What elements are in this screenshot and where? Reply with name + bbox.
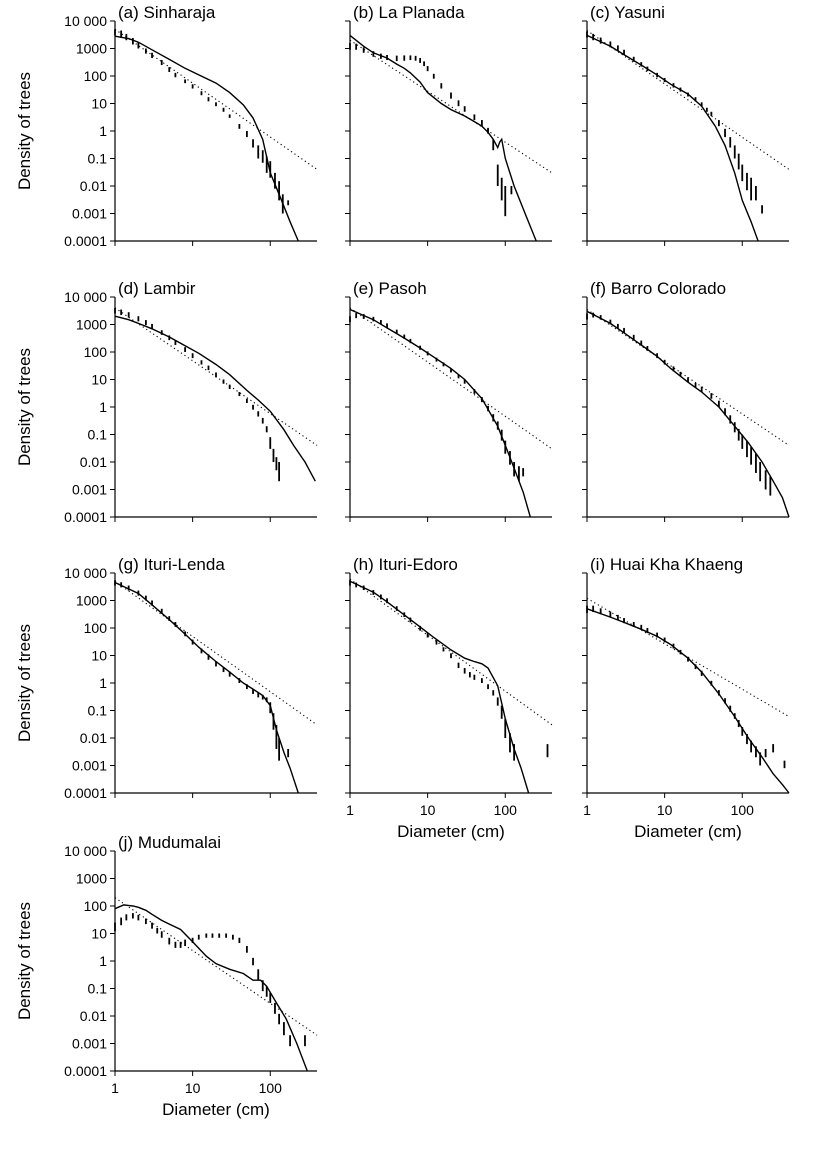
- chart-panel-j: 0.0001 0.001 0.01 0.1 1 10 100 1000 10 000 Densit…: [15, 833, 318, 1119]
- y-tick-label: 0.1: [88, 981, 108, 997]
- y-tick-label: 0.0001: [64, 233, 107, 249]
- y-tick-label: 0.01: [80, 178, 107, 194]
- y-tick-label: 1: [99, 123, 107, 139]
- chart-panel-c: (c) Yasuni: [582, 3, 790, 246]
- panel-title: (j) Mudumalai: [118, 833, 221, 852]
- y-tick-label: 100: [84, 344, 108, 360]
- power-law-fit-line: [114, 580, 318, 726]
- model-fit-line: [349, 308, 531, 518]
- power-law-fit-line: [114, 28, 318, 170]
- y-tick-label: 0.1: [88, 703, 108, 719]
- y-tick-label: 0.1: [88, 427, 108, 443]
- y-tick-label: 1: [99, 675, 107, 691]
- y-tick-label: 1000: [76, 593, 107, 609]
- panel-title: (i) Huai Kha Khaeng: [590, 555, 743, 574]
- panel-title: (e) Pasoh: [353, 279, 427, 298]
- power-law-fit-line: [349, 39, 553, 174]
- x-tick-label: 1: [583, 802, 591, 818]
- chart-panel-b: (b) La Planada: [345, 3, 553, 246]
- y-tick-label: 1: [99, 399, 107, 415]
- panel-title: (h) Ituri-Edoro: [353, 555, 458, 574]
- chart-panel-e: (e) Pasoh: [345, 279, 553, 522]
- y-axis-title: Density of trees: [15, 348, 34, 466]
- panel-title: (d) Lambir: [118, 279, 196, 298]
- panel-title: (g) Ituri-Lenda: [118, 555, 225, 574]
- model-fit-line: [114, 904, 308, 1072]
- x-tick-label: 1: [111, 1080, 119, 1096]
- chart-panel-d: 0.0001 0.001 0.01 0.1 1 10 100 1000 10 000 Densit…: [15, 279, 318, 525]
- x-axis-title: Diameter (cm): [397, 822, 505, 841]
- y-tick-label: 1000: [76, 871, 107, 887]
- x-tick-label: 100: [494, 802, 518, 818]
- chart-panel-i: 1 10 100 Diameter (cm) (i) Huai Kha Khaeng: [582, 555, 790, 841]
- y-tick-label: 10 000: [64, 843, 107, 859]
- y-axis-title: Density of trees: [15, 72, 34, 190]
- x-tick-label: 10: [185, 1080, 201, 1096]
- y-tick-label: 0.0001: [64, 785, 107, 801]
- power-law-fit-line: [349, 578, 553, 726]
- model-fit-line: [586, 310, 790, 518]
- y-axis-title: Density of trees: [15, 624, 34, 742]
- y-tick-label: 0.1: [88, 151, 108, 167]
- y-tick-label: 0.01: [80, 730, 107, 746]
- model-fit-line: [114, 581, 299, 794]
- y-tick-label: 10 000: [64, 13, 107, 29]
- model-fit-line: [114, 315, 316, 482]
- chart-panel-a: 0.0001 0.001 0.01 0.1 1 10 100 1000 10 000 Densit…: [15, 3, 318, 249]
- y-tick-label: 0.01: [80, 454, 107, 470]
- y-axis-title: Density of trees: [15, 902, 34, 1020]
- y-tick-label: 10 000: [64, 289, 107, 305]
- y-tick-label: 100: [84, 898, 108, 914]
- y-tick-label: 1: [99, 953, 107, 969]
- panel-title: (f) Barro Colorado: [590, 279, 726, 298]
- model-fit-line: [349, 580, 530, 794]
- power-law-fit-line: [114, 897, 318, 1036]
- y-tick-label: 10: [91, 96, 107, 112]
- y-tick-label: 1000: [76, 41, 107, 57]
- panel-title: (b) La Planada: [353, 3, 465, 22]
- model-fit-line: [349, 34, 537, 242]
- x-tick-label: 10: [420, 802, 436, 818]
- y-tick-label: 0.0001: [64, 1063, 107, 1079]
- x-tick-label: 1: [346, 802, 354, 818]
- y-tick-label: 0.001: [72, 1036, 107, 1052]
- y-tick-label: 0.01: [80, 1008, 107, 1024]
- x-axis-title: Diameter (cm): [162, 1100, 270, 1119]
- chart-panel-f: (f) Barro Colorado: [582, 279, 790, 522]
- y-tick-label: 0.0001: [64, 509, 107, 525]
- chart-panel-h: 1 10 100 Diameter (cm) (h) Ituri-Edoro: [345, 555, 553, 841]
- y-tick-label: 10: [91, 372, 107, 388]
- x-tick-label: 100: [259, 1080, 283, 1096]
- panel-title: (c) Yasuni: [590, 3, 665, 22]
- y-tick-label: 10: [91, 926, 107, 942]
- y-tick-label: 100: [84, 68, 108, 84]
- power-law-fit-line: [586, 30, 790, 170]
- panel-title: (a) Sinharaja: [118, 3, 216, 22]
- y-tick-label: 10: [91, 648, 107, 664]
- y-tick-label: 0.001: [72, 206, 107, 222]
- y-tick-label: 0.001: [72, 482, 107, 498]
- y-tick-label: 1000: [76, 317, 107, 333]
- model-fit-line: [114, 35, 299, 242]
- x-tick-label: 100: [731, 802, 755, 818]
- chart-panel-g: 0.0001 0.001 0.01 0.1 1 10 100 1000 10 000 Densit…: [15, 555, 318, 801]
- model-fit-line: [586, 608, 790, 794]
- x-axis-title: Diameter (cm): [634, 822, 742, 841]
- power-law-fit-line: [349, 307, 553, 450]
- y-tick-label: 0.001: [72, 758, 107, 774]
- model-fit-line: [586, 34, 759, 242]
- x-tick-label: 10: [657, 802, 673, 818]
- y-tick-label: 10 000: [64, 565, 107, 581]
- y-tick-label: 100: [84, 620, 108, 636]
